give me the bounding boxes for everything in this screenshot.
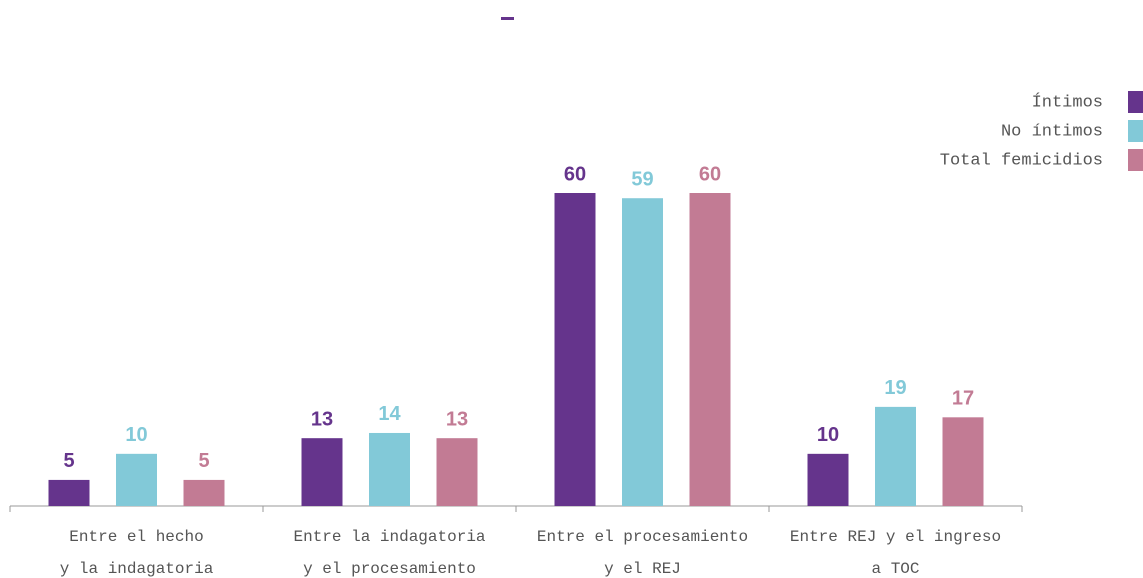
data-label: 13 <box>311 408 333 430</box>
data-label: 17 <box>952 388 974 410</box>
bar <box>48 479 90 506</box>
x-tick-label: Entre el procesamiento <box>537 528 748 546</box>
data-label: 60 <box>564 163 586 185</box>
x-tick-label: Entre el hecho <box>69 528 203 546</box>
bar <box>369 432 410 506</box>
bar <box>183 479 225 506</box>
x-tick-label: y el REJ <box>604 560 681 578</box>
x-tick-label: Entre la indagatoria <box>293 528 485 546</box>
x-tick-label: y el procesamiento <box>303 560 476 578</box>
bar <box>689 193 731 506</box>
x-tick-label: y la indagatoria <box>60 560 214 578</box>
legend-label: No íntimos <box>1001 122 1103 141</box>
data-label: 10 <box>125 424 147 446</box>
bar <box>622 198 663 506</box>
data-label: 14 <box>378 403 401 425</box>
bar <box>807 453 849 506</box>
data-label: 60 <box>699 163 721 185</box>
data-label: 10 <box>817 424 839 446</box>
x-tick-label: a TOC <box>871 560 919 578</box>
bar <box>436 438 478 506</box>
legend-swatch <box>1128 149 1143 171</box>
bar <box>942 417 984 506</box>
title-dash <box>501 17 514 20</box>
bar <box>116 453 157 506</box>
bar <box>301 438 343 506</box>
legend-label: Total femicidios <box>940 151 1103 170</box>
x-tick-label: Entre REJ y el ingreso <box>790 528 1001 546</box>
data-label: 59 <box>631 168 653 190</box>
data-label: 19 <box>884 377 906 399</box>
legend-swatch <box>1128 120 1143 142</box>
data-label: 13 <box>446 408 468 430</box>
data-label: 5 <box>63 450 74 472</box>
data-label: 5 <box>198 450 209 472</box>
bar <box>875 406 916 506</box>
bar <box>554 193 596 506</box>
legend-label: Íntimos <box>1032 92 1103 112</box>
legend-swatch <box>1128 91 1143 113</box>
